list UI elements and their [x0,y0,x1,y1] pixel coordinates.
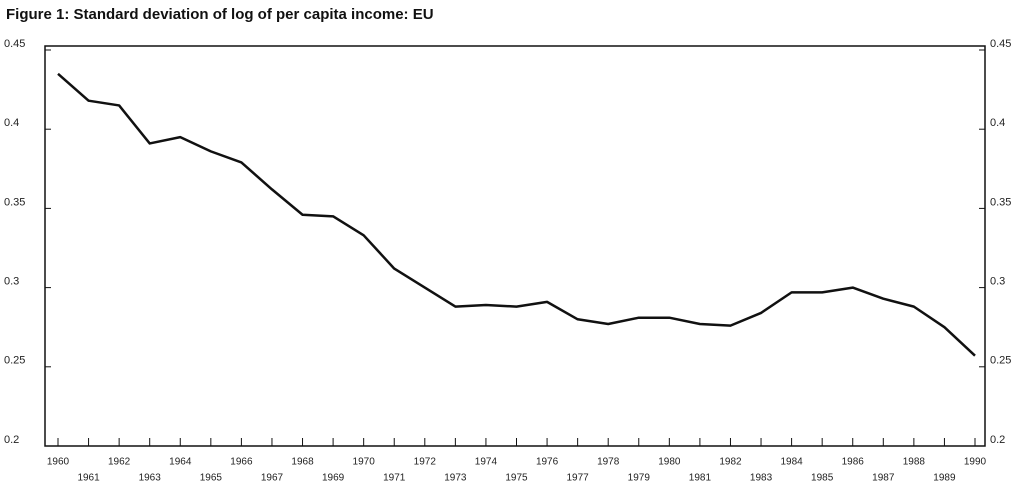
y-tick-label: 0.35 [4,196,25,208]
x-tick-label: 1969 [322,473,345,484]
x-tick-label: 1962 [108,457,131,468]
x-tick-label: 1988 [903,457,926,468]
x-tick-label: 1989 [933,473,956,484]
y-tick-label: 0.25 [4,355,25,367]
y-tick-label: 0.45 [4,38,25,50]
x-tick-label: 1960 [47,457,70,468]
x-tick-label: 1978 [597,457,620,468]
x-tick-label: 1966 [230,457,253,468]
x-tick-label: 1964 [169,457,192,468]
x-tick-label: 1983 [750,473,773,484]
x-tick-label: 1972 [414,457,437,468]
x-tick-label: 1967 [261,473,284,484]
y2-tick-label: 0.45 [990,38,1011,50]
x-tick-label: 1971 [383,473,406,484]
y-tick-label: 0.3 [4,276,19,288]
x-tick-label: 1987 [872,473,895,484]
x-tick-label: 1979 [628,473,651,484]
y-tick-label: 0.4 [4,117,19,129]
x-tick-label: 1990 [964,457,987,468]
chart-title: Figure 1: Standard deviation of log of p… [6,6,434,23]
x-tick-label: 1986 [842,457,865,468]
x-tick-label: 1980 [658,457,681,468]
y2-tick-label: 0.25 [990,355,1011,367]
x-tick-label: 1961 [77,473,100,484]
x-tick-label: 1976 [536,457,559,468]
x-tick-label: 1963 [139,473,162,484]
y2-tick-label: 0.35 [990,196,1011,208]
x-tick-label: 1965 [200,473,223,484]
y2-tick-label: 0.3 [990,276,1005,288]
x-tick-label: 1970 [353,457,376,468]
y-tick-label: 0.2 [4,434,19,446]
y2-tick-label: 0.2 [990,434,1005,446]
x-tick-label: 1984 [780,457,803,468]
data-line [57,72,976,357]
x-tick-label: 1973 [444,473,467,484]
plot-frame [44,45,986,447]
x-tick-label: 1981 [689,473,712,484]
x-tick-label: 1977 [567,473,590,484]
x-tick-label: 1982 [719,457,742,468]
x-tick-label: 1974 [475,457,498,468]
x-tick-label: 1968 [291,457,314,468]
x-tick-label: 1985 [811,473,834,484]
y2-tick-label: 0.4 [990,117,1005,129]
x-tick-label: 1975 [505,473,528,484]
